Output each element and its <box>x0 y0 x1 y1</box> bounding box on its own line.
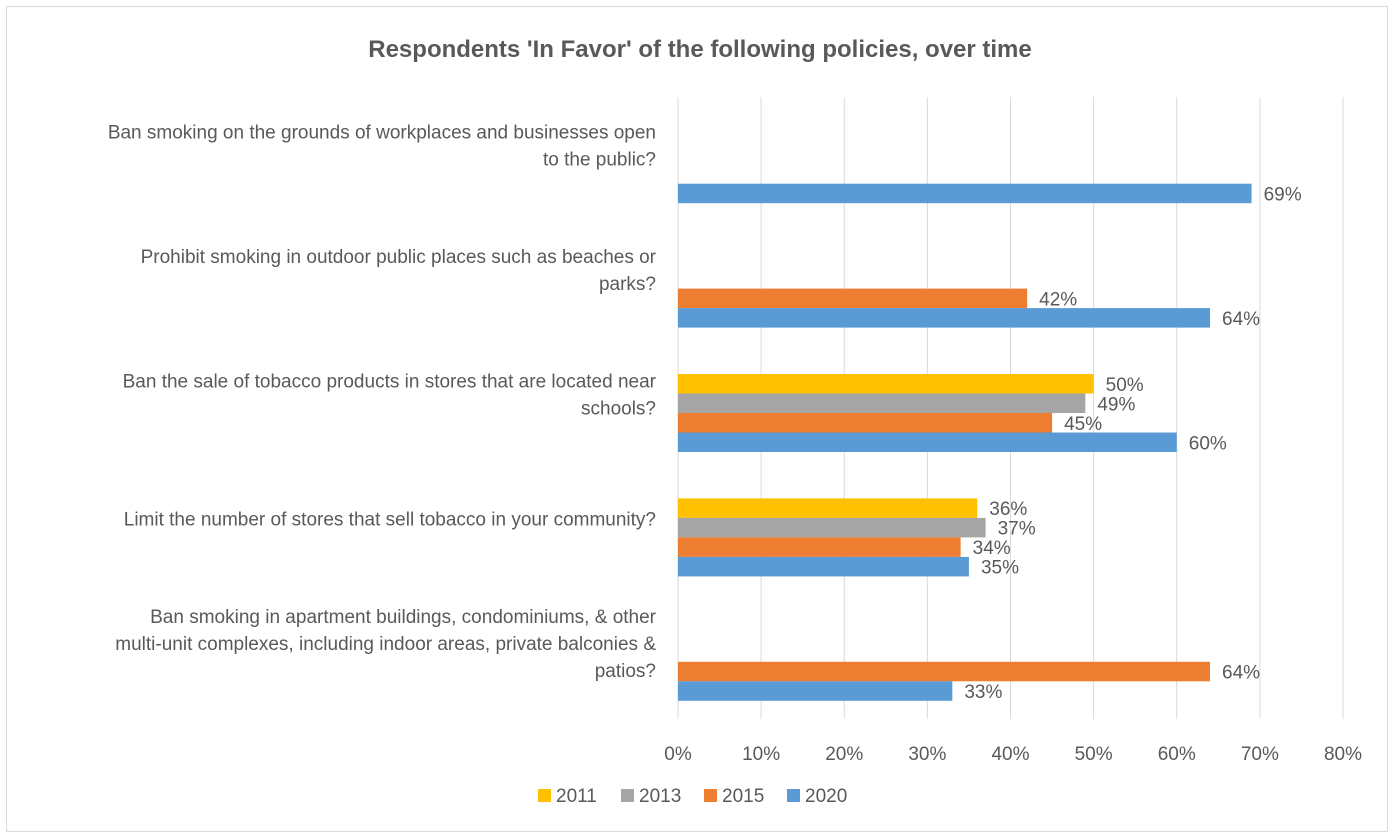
bar-2013 <box>678 393 1086 413</box>
category-labels: Ban smoking on the grounds of workplaces… <box>108 123 657 682</box>
bar-2011 <box>678 374 1094 394</box>
bar-2015 <box>678 288 1028 309</box>
data-label: 33% <box>964 682 1002 703</box>
chart-title: Respondents 'In Favor' of the following … <box>368 36 1032 63</box>
data-label: 36% <box>989 499 1027 520</box>
data-label: 64% <box>1222 663 1260 684</box>
data-label: 64% <box>1222 309 1260 330</box>
bar-2020 <box>678 556 969 577</box>
data-label: 42% <box>1039 289 1077 310</box>
x-tick-label: 30% <box>908 744 946 765</box>
x-tick-label: 20% <box>825 744 863 765</box>
bar-2020 <box>678 432 1177 452</box>
category-label: Limit the number of stores that sell tob… <box>124 509 656 530</box>
x-tick-label: 80% <box>1324 744 1362 765</box>
legend-label-2013: 2013 <box>639 786 681 807</box>
bar-2020 <box>678 308 1210 328</box>
data-labels: 69% 42% 64% 50%49%45% 60% 36%37%34%35% 64% 33% <box>964 184 1301 703</box>
bar-2020 <box>678 681 953 701</box>
data-label: 37% <box>998 519 1036 540</box>
category-label: Prohibit smoking in outdoor public place… <box>141 247 657 295</box>
category-label: Ban smoking on the grounds of workplaces… <box>108 123 656 171</box>
data-label: 60% <box>1189 433 1227 454</box>
data-label: 50% <box>1106 375 1144 396</box>
x-tick-label: 70% <box>1241 744 1279 765</box>
legend-swatch-2011 <box>538 789 551 802</box>
category-label: Ban the sale of tobacco products in stor… <box>123 372 657 420</box>
bar-2015 <box>678 413 1053 433</box>
legend-label-2015: 2015 <box>722 786 764 807</box>
data-label: 34% <box>973 538 1011 559</box>
chart-frame <box>6 6 1388 832</box>
x-tick-label: 0% <box>664 744 692 765</box>
bar-2013 <box>678 517 986 538</box>
category-label: Ban smoking in apartment buildings, cond… <box>115 607 656 682</box>
data-label: 49% <box>1097 394 1135 415</box>
x-tick-label: 50% <box>1075 744 1113 765</box>
legend-swatch-2020 <box>787 789 800 802</box>
x-tick-label: 40% <box>991 744 1029 765</box>
data-label: 69% <box>1264 184 1302 205</box>
legend: 2011 2013 2015 2020 <box>538 786 847 807</box>
legend-label-2020: 2020 <box>805 786 847 807</box>
data-label: 35% <box>981 558 1019 579</box>
legend-label-2011: 2011 <box>556 786 597 807</box>
bar-2015 <box>678 661 1210 682</box>
data-label: 45% <box>1064 414 1102 435</box>
x-axis-ticks: 0% 10% 20% 30% 40% 50% 60% 70% 80% <box>664 744 1362 765</box>
x-tick-label: 10% <box>742 744 780 765</box>
bar-2011 <box>678 498 978 518</box>
legend-swatch-2015 <box>704 789 717 802</box>
bar-2015 <box>678 537 961 557</box>
x-tick-label: 60% <box>1158 744 1196 765</box>
legend-swatch-2013 <box>621 789 634 802</box>
bars <box>678 183 1252 701</box>
bar-2020 <box>678 183 1252 204</box>
